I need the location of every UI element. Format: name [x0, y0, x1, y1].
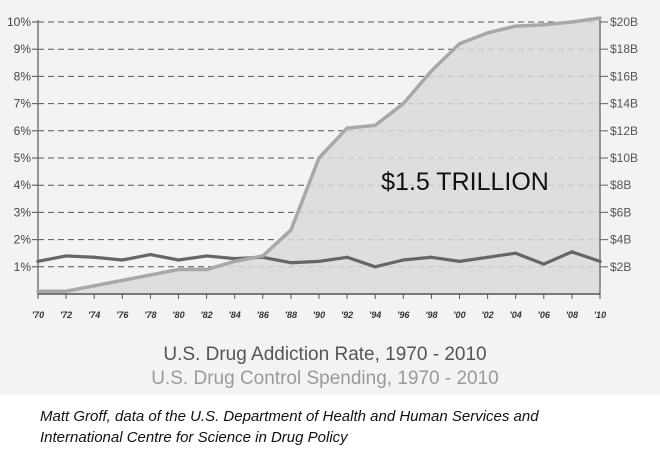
x-tick-label: '88	[285, 310, 297, 320]
addiction-rate-point	[598, 259, 602, 263]
x-tick-label: '86	[257, 310, 270, 320]
spending-point	[233, 259, 237, 263]
total-spending-annotation: $1.5 TRILLION	[381, 168, 549, 196]
right-tick-label: $8B	[610, 178, 631, 192]
spending-point	[598, 16, 602, 20]
spending-area	[38, 18, 600, 294]
addiction-rate-point	[92, 255, 96, 259]
spending-point	[148, 273, 152, 277]
addiction-rate-point	[120, 258, 124, 262]
x-tick-label: '98	[425, 310, 437, 320]
x-tick-label: '80	[172, 310, 184, 320]
addiction-rate-point	[176, 258, 181, 262]
addiction-rate-point	[289, 261, 293, 265]
x-tick-label: '82	[201, 310, 213, 320]
source-caption: Matt Groff, data of the U.S. Department …	[40, 406, 640, 448]
spending-point	[401, 102, 405, 106]
left-tick-label: 8%	[14, 69, 32, 83]
addiction-rate-point	[148, 252, 152, 257]
caption-line-1: Matt Groff, data of the U.S. Department …	[40, 408, 539, 425]
addiction-rate-point	[317, 259, 321, 263]
x-tick-label: '72	[60, 310, 72, 320]
x-tick-label: '74	[88, 310, 100, 320]
x-axis-ticks: '70 '72 '74 '76 '78 '80 '82 '84 '86 '88 '90 '92 '94 '…	[32, 294, 606, 320]
x-tick-label: '92	[341, 310, 353, 320]
addiction-rate-point	[570, 250, 574, 254]
right-tick-label: $16B	[610, 69, 638, 83]
left-tick-label: 3%	[14, 205, 32, 219]
addiction-rate-point	[36, 259, 40, 263]
spending-area-fill	[38, 18, 600, 294]
addiction-rate-point	[457, 259, 462, 263]
left-axis-ticks: 1% 2% 3% 4% 5% 6% 7% 8% 9% 10%	[7, 15, 38, 274]
addiction-rate-point	[401, 258, 405, 262]
x-tick-label: '96	[397, 310, 410, 320]
right-tick-label: $4B	[610, 233, 631, 247]
chart-panel: 1% 2% 3% 4% 5% 6% 7% 8% 9% 10% $2B $4B $6B $8B $10B $1…	[0, 0, 660, 395]
right-tick-label: $20B	[610, 15, 638, 29]
addiction-rate-point	[514, 251, 518, 255]
addiction-rate-point	[205, 254, 209, 258]
addiction-rate-point	[542, 262, 546, 266]
spending-point	[486, 31, 490, 35]
x-tick-label: '06	[538, 310, 551, 320]
left-tick-label: 1%	[14, 260, 32, 274]
left-tick-label: 9%	[14, 42, 32, 56]
addiction-rate-point	[345, 255, 349, 259]
spending-point	[373, 123, 377, 127]
right-tick-label: $18B	[610, 42, 638, 56]
x-tick-label: '84	[229, 310, 241, 320]
x-tick-label: '04	[510, 310, 522, 320]
x-tick-label: '70	[32, 310, 44, 320]
x-tick-label: '94	[369, 310, 381, 320]
addiction-rate-point	[373, 265, 377, 269]
spending-point	[542, 23, 546, 27]
spending-point	[289, 228, 293, 232]
chart-title: U.S. Drug Addiction Rate, 1970 - 2010	[163, 344, 486, 365]
chart: 1% 2% 3% 4% 5% 6% 7% 8% 9% 10% $2B $4B $6B $8B $10B $1…	[7, 15, 638, 389]
right-tick-label: $12B	[610, 124, 638, 138]
addiction-rate-point	[64, 254, 68, 258]
right-tick-label: $2B	[610, 260, 631, 274]
x-tick-label: '76	[116, 310, 129, 320]
addiction-rate-point	[429, 255, 433, 259]
spending-point	[64, 289, 68, 293]
spending-point	[317, 156, 321, 160]
x-tick-label: '10	[594, 310, 606, 320]
left-tick-label: 5%	[14, 151, 32, 165]
left-tick-label: 7%	[14, 97, 32, 111]
caption-line-2: International Centre for Science in Drug…	[40, 429, 348, 446]
x-tick-label: '08	[566, 310, 578, 320]
spending-point	[514, 24, 518, 28]
series-lines	[36, 16, 602, 294]
spending-point	[429, 69, 433, 73]
left-tick-label: 2%	[14, 233, 32, 247]
spending-point	[205, 267, 209, 272]
left-tick-label: 4%	[14, 178, 32, 192]
spending-point	[570, 20, 574, 24]
right-tick-label: $10B	[610, 151, 638, 165]
spending-point	[92, 284, 96, 288]
right-tick-label: $6B	[610, 205, 631, 219]
x-tick-label: '90	[313, 310, 325, 320]
spending-point	[261, 254, 265, 258]
x-tick-label: '02	[482, 310, 494, 320]
spending-point	[176, 267, 181, 272]
right-tick-label: $14B	[610, 97, 638, 111]
right-axis-ticks: $2B $4B $6B $8B $10B $12B $14B $16B $18B $20B	[600, 15, 638, 274]
spending-point	[457, 42, 462, 46]
x-tick-label: '78	[144, 310, 156, 320]
addiction-rate-point	[486, 255, 490, 259]
spending-point	[36, 289, 40, 293]
spending-point	[345, 126, 349, 130]
left-tick-label: 10%	[7, 15, 31, 29]
left-tick-label: 6%	[14, 124, 32, 138]
spending-point	[120, 278, 124, 282]
chart-subtitle: U.S. Drug Control Spending, 1970 - 2010	[151, 368, 499, 389]
x-tick-label: '00	[453, 310, 465, 320]
